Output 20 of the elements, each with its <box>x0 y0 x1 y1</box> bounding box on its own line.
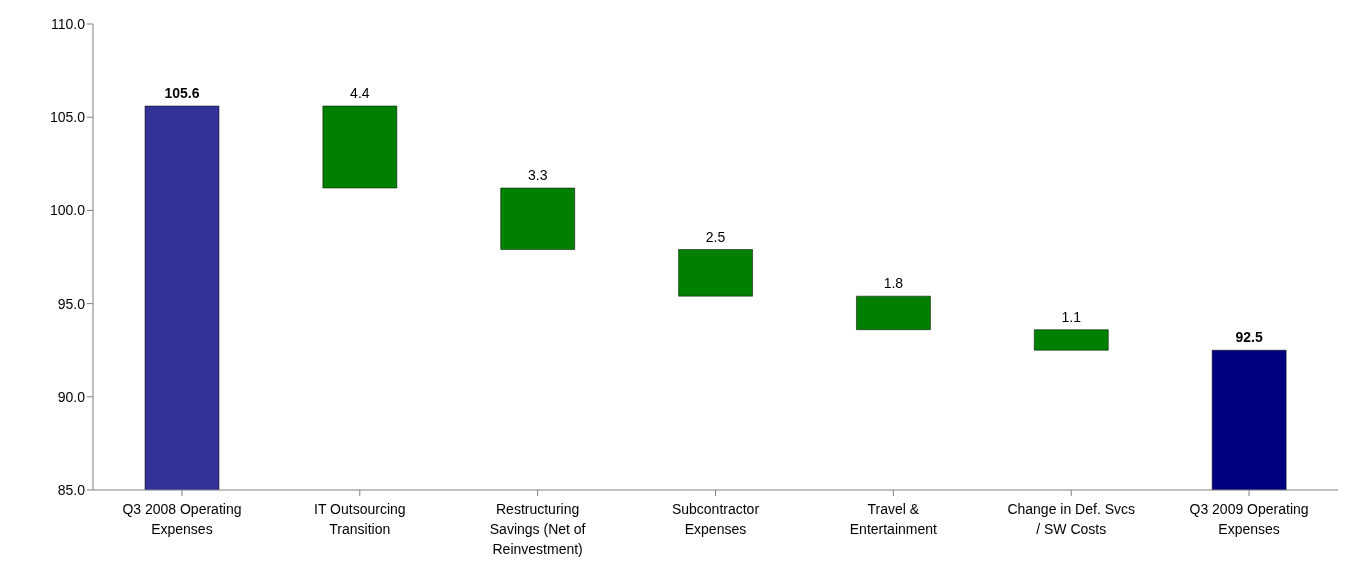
y-tick-label: 90.0 <box>57 388 86 405</box>
data-label: 92.5 <box>1235 329 1263 346</box>
x-tick-label: Travel & Entertainment <box>849 500 938 537</box>
x-tick-label: IT Outsourcing Transition <box>314 500 406 537</box>
y-tick-label: 85.0 <box>57 481 86 498</box>
x-tick-label: Change in Def. Svcs / SW Costs <box>1007 500 1136 537</box>
data-label: 2.5 <box>705 228 726 245</box>
data-label: 3.3 <box>527 167 548 184</box>
x-tick-label: Q3 2009 Operating Expenses <box>1189 500 1309 537</box>
data-label: 4.4 <box>350 85 370 102</box>
data-label: 1.1 <box>1061 308 1082 325</box>
y-tick-label: 100.0 <box>49 202 86 219</box>
y-tick-label: 110.0 <box>51 15 86 32</box>
x-tick-label: Restructuring Savings (Net of Reinvestment) <box>489 500 586 557</box>
data-label: 1.8 <box>883 275 904 292</box>
x-tick-label: Subcontractor Expenses <box>671 500 760 537</box>
x-tick-label: Q3 2008 Operating Expenses <box>122 500 242 537</box>
y-tick-label: 95.0 <box>57 295 86 312</box>
data-label: 105.6 <box>164 85 200 102</box>
y-tick-label: 105.0 <box>49 109 86 126</box>
